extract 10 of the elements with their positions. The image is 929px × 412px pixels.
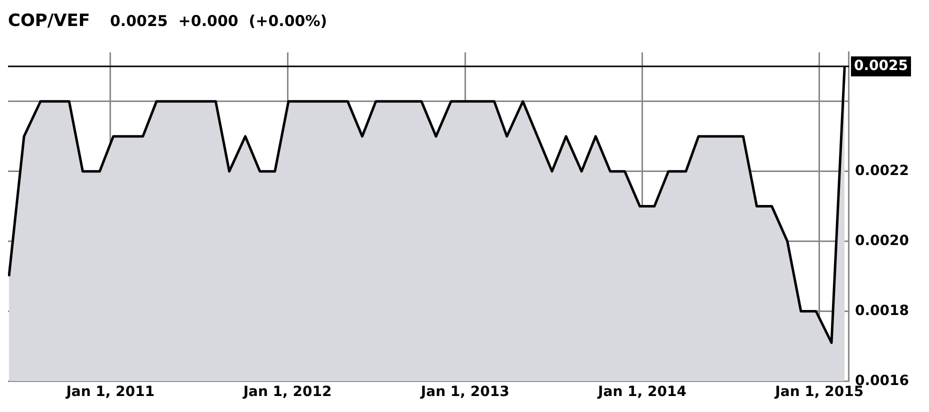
x-tick-label: Jan 1, 2011	[65, 384, 155, 400]
y-tick-label: 0.0020	[854, 232, 910, 249]
x-tick-label: Jan 1, 2012	[242, 384, 332, 400]
y-tick-label: 0.0022	[854, 162, 910, 179]
y-tick-label: 0.0018	[854, 302, 910, 319]
chart-subtitle: 0.0025 +0.000 (+0.00%)	[110, 12, 328, 30]
x-tick-label: Jan 1, 2013	[420, 384, 510, 400]
ref-line-label: 0.0025	[854, 58, 908, 74]
x-tick-label: Jan 1, 2014	[597, 384, 687, 400]
chart-title: COP/VEF	[8, 11, 90, 31]
